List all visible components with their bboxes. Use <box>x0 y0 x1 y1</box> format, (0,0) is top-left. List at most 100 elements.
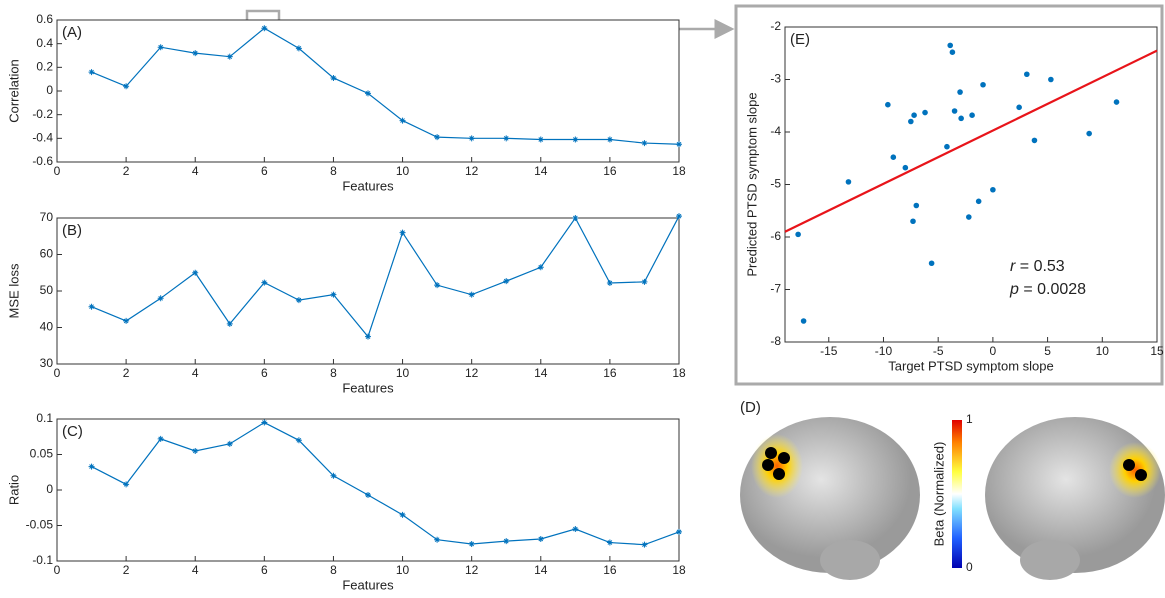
dot <box>773 468 785 480</box>
marker <box>676 141 682 148</box>
colorbar <box>952 420 962 568</box>
y-tick-label: -6 <box>770 229 781 243</box>
marker <box>330 74 337 81</box>
panel-label: (C) <box>62 423 83 440</box>
marker <box>537 264 544 271</box>
marker <box>572 136 579 143</box>
marker <box>503 538 510 545</box>
point <box>947 42 954 49</box>
marker <box>503 278 510 285</box>
panel-label: (B) <box>62 222 82 239</box>
x-tick-label: 2 <box>123 164 130 178</box>
x-tick-label: 12 <box>465 366 479 380</box>
colorbar-tick-label: 0 <box>966 560 973 574</box>
y-tick-label: 40 <box>40 320 54 334</box>
panel-label: (A) <box>62 24 82 41</box>
annotation: r = 0.53 <box>1010 258 1065 275</box>
y-tick-label: -0.1 <box>32 553 53 567</box>
marker <box>261 25 268 32</box>
point <box>1086 130 1092 137</box>
marker <box>606 279 613 286</box>
x-tick-label: 10 <box>396 164 410 178</box>
x-tick-label: 14 <box>534 563 548 577</box>
marker <box>226 53 233 60</box>
x-tick-label: 14 <box>534 366 548 380</box>
y-tick-label: -0.05 <box>26 518 54 532</box>
dot <box>1123 459 1135 471</box>
marker <box>88 69 95 76</box>
y-tick-label: 0.1 <box>36 411 53 425</box>
x-axis-label: Features <box>342 178 394 193</box>
x-tick-label: 10 <box>396 366 410 380</box>
x-axis-label: Features <box>342 380 394 395</box>
panel: 0 2 4 6 8 10 12 14 16 18 -0.6 -0.4 -0.2 0 0.2 0.4 0.6 Fea… <box>6 12 686 193</box>
marker <box>123 317 130 324</box>
panel: 0 2 4 6 8 10 12 14 16 18 30 40 50 60 70 Features MSE los… <box>6 210 686 395</box>
marker <box>572 215 579 221</box>
x-tick-label: 8 <box>330 164 337 178</box>
marker <box>434 536 441 543</box>
plot-box <box>56 418 680 562</box>
marker <box>192 447 199 454</box>
x-tick-label: 16 <box>603 164 617 178</box>
point <box>800 318 807 324</box>
dot <box>778 452 790 464</box>
marker <box>226 320 233 327</box>
y-tick-label: 60 <box>40 247 54 261</box>
point <box>890 154 897 160</box>
y-tick-label: 50 <box>40 283 54 297</box>
x-tick-label: 0 <box>54 164 61 178</box>
marker <box>606 539 613 546</box>
x-tick-label: 4 <box>192 563 199 577</box>
marker <box>434 134 441 141</box>
y-tick-label: -7 <box>770 282 781 296</box>
y-tick-label: -0.4 <box>32 131 53 145</box>
marker <box>503 135 510 142</box>
x-tick-label: 6 <box>261 563 268 577</box>
fit-line <box>784 49 1158 233</box>
point <box>911 112 917 118</box>
marker <box>88 463 95 470</box>
marker <box>123 83 130 90</box>
dot <box>1135 469 1147 481</box>
x-tick-label: 8 <box>330 366 337 380</box>
y-axis-label: Predicted PTSD symptom slope <box>744 92 759 276</box>
point <box>990 186 996 193</box>
point <box>1048 76 1054 83</box>
point <box>1031 137 1038 144</box>
point <box>845 179 852 185</box>
x-tick-label: -5 <box>933 344 944 358</box>
marker <box>157 44 164 51</box>
x-tick-label: 4 <box>192 164 199 178</box>
panel-e-frame <box>734 4 1164 386</box>
marker <box>399 117 406 124</box>
point <box>957 89 963 95</box>
panel-label: (D) <box>740 399 761 416</box>
marker <box>192 269 199 276</box>
y-tick-label: 70 <box>40 210 54 224</box>
x-tick-label: 18 <box>672 563 686 577</box>
annotation: p = 0.0028 <box>1009 281 1086 298</box>
x-tick-label: 10 <box>396 563 410 577</box>
x-tick-label: 10 <box>1096 344 1110 358</box>
panel: -15 -10 -5 0 5 10 15 -8 -7 -6 -5 -4 -3 -2 Target PTSD … <box>744 19 1164 373</box>
x-tick-label: 0 <box>54 366 61 380</box>
x-tick-label: 14 <box>534 164 548 178</box>
point <box>795 231 801 238</box>
x-tick-label: 2 <box>123 563 130 577</box>
marker <box>641 140 648 147</box>
marker <box>157 295 164 302</box>
x-axis-label: Features <box>342 577 394 592</box>
marker <box>226 440 233 447</box>
marker <box>537 136 544 143</box>
y-tick-label: -5 <box>770 177 781 191</box>
marker <box>537 535 544 542</box>
point <box>1113 99 1120 105</box>
x-tick-label: 16 <box>603 563 617 577</box>
point <box>885 101 891 108</box>
marker <box>261 279 268 286</box>
marker <box>676 528 682 535</box>
data-line <box>91 27 680 145</box>
y-tick-label: -4 <box>770 124 781 138</box>
y-axis-label: MSE loss <box>6 263 21 318</box>
